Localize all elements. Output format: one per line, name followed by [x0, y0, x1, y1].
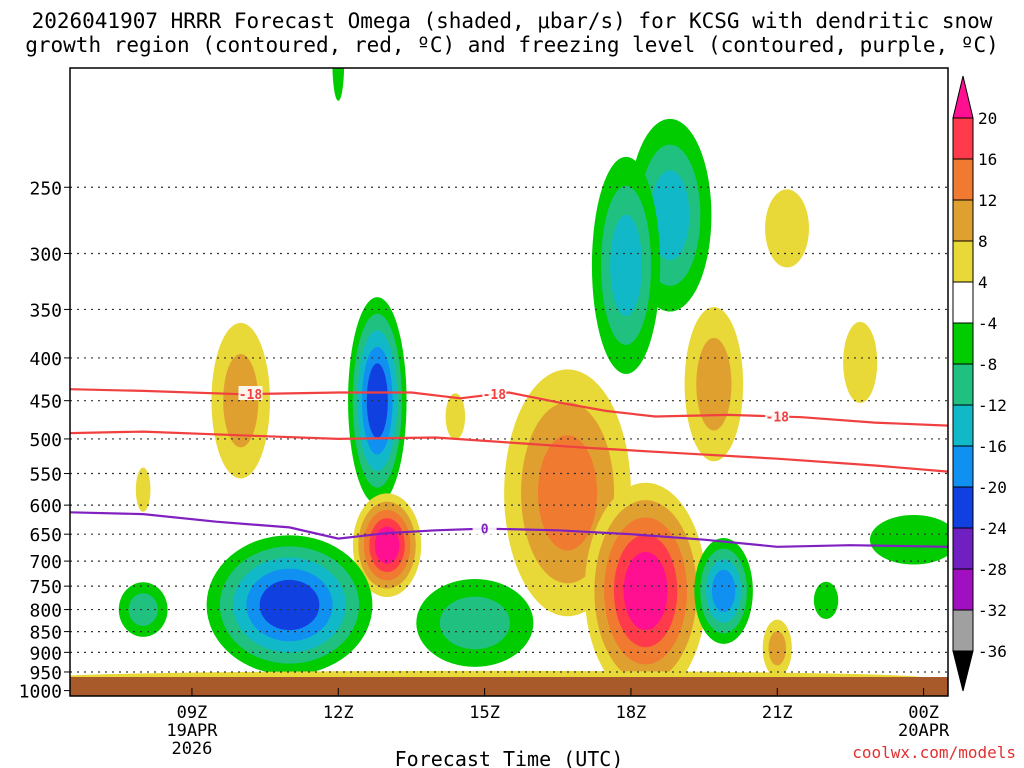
x-tick-label-09Z-2: 2026 — [171, 739, 212, 759]
dgz-minus12-contour — [70, 430, 948, 473]
y-tick-label-300: 300 — [29, 244, 62, 265]
colorbar-label-m28: -28 — [978, 560, 1007, 579]
colorbar-swatch-2 — [952, 199, 974, 242]
credit-text: coolwx.com/models — [852, 743, 1016, 762]
omega-blob-4-level-4 — [843, 321, 878, 403]
y-tick-label-600: 600 — [29, 496, 62, 517]
x-tick-label-09Z-0: 09Z — [177, 703, 208, 723]
colorbar-label-m20: -20 — [978, 478, 1007, 497]
omega-blob-11-level-20 — [374, 526, 400, 564]
omega-blob-17-level-m4 — [869, 514, 948, 565]
dgz-minus18-contour-label-2: -18 — [766, 410, 790, 425]
chart-title-line2: growth region (contoured, red, ºC) and f… — [25, 33, 999, 57]
colorbar-label-8: 8 — [978, 232, 988, 251]
ground-shading — [70, 677, 948, 696]
colorbar-swatch-5 — [952, 322, 974, 365]
omega-blob-6-level-m20 — [366, 363, 388, 438]
colorbar-swatch-9 — [952, 486, 974, 529]
y-tick-label-950: 950 — [29, 663, 62, 684]
colorbar-label-20: 20 — [978, 109, 997, 128]
x-tick-label-00Z-0: 00Z — [908, 703, 939, 723]
y-tick-label-800: 800 — [29, 601, 62, 622]
colorbar-swatch-3 — [952, 240, 974, 283]
x-axis-title: Forecast Time (UTC) — [395, 747, 624, 768]
y-tick-label-350: 350 — [29, 300, 62, 321]
omega-blob-15-level-m16 — [711, 569, 736, 613]
omega-blob-16-level-m4 — [813, 581, 839, 620]
colorbar-label-m36: -36 — [978, 642, 1007, 661]
colorbar-swatch-0 — [952, 117, 974, 160]
omega-blob-3-level-4 — [765, 189, 809, 268]
plot-frame — [69, 67, 949, 697]
y-tick-label-250: 250 — [29, 178, 62, 199]
colorbar-label-12: 12 — [978, 191, 997, 210]
dgz-minus18-contour-label-bg-2 — [765, 408, 790, 423]
y-tick-label-900: 900 — [29, 643, 62, 664]
colorbar-swatch-7 — [952, 404, 974, 447]
chart-title-line1: 2026041907 HRRR Forecast Omega (shaded, … — [32, 9, 993, 33]
x-tick-label-00Z-1: 20APR — [898, 721, 950, 741]
colorbar-swatch-6 — [952, 363, 974, 406]
y-axis: 2503003504004505005506006507007508008509… — [19, 178, 70, 703]
y-tick-label-750: 750 — [29, 577, 62, 598]
omega-blob-0-level-m4 — [332, 68, 345, 101]
colorbar-label-m12: -12 — [978, 396, 1007, 415]
colorbar-swatch-11 — [952, 568, 974, 611]
dgz-minus18-contour-label-0: -18 — [239, 388, 263, 403]
colorbar-swatch-1 — [952, 158, 974, 201]
omega-blob-2-level-m12 — [610, 214, 643, 317]
y-tick-label-650: 650 — [29, 525, 62, 546]
omega-blob-19-level-4 — [135, 467, 151, 512]
colorbar-swatch-8 — [952, 445, 974, 488]
colorbar-label-m24: -24 — [978, 519, 1007, 538]
omega-blob-12-level-m20 — [259, 579, 320, 631]
x-tick-label-12Z-0: 12Z — [323, 703, 354, 723]
dgz-minus18-contour-label-1: -18 — [483, 388, 507, 403]
dgz-minus18-contour-label-bg-1 — [482, 386, 507, 401]
colorbar-label-m16: -16 — [978, 437, 1007, 456]
colorbar-label-m4: -4 — [978, 314, 997, 333]
freezing-level-contour-label-0: 0 — [481, 523, 489, 538]
y-tick-label-450: 450 — [29, 392, 62, 413]
omega-blob-1-level-m12 — [650, 170, 690, 261]
omega-shading-layer — [70, 68, 948, 696]
x-tick-label-18Z-0: 18Z — [616, 703, 647, 723]
omega-blob-13-level-m8 — [128, 593, 158, 626]
x-tick-label-09Z-1: 19APR — [166, 721, 218, 741]
freezing-level-contour — [70, 511, 948, 548]
colorbar-swatch-12 — [952, 609, 974, 652]
colorbar-label-16: 16 — [978, 150, 997, 169]
colorbar-label-m8: -8 — [978, 355, 997, 374]
omega-blob-7-level-4 — [445, 393, 466, 440]
y-tick-label-700: 700 — [29, 552, 62, 573]
colorbar-label-m32: -32 — [978, 601, 1007, 620]
omega-blob-5-level-8 — [223, 353, 259, 448]
x-tick-label-21Z-0: 21Z — [762, 703, 793, 723]
omega-blob-10-level-20 — [623, 552, 668, 630]
freezing-level-contour-label-bg-0 — [472, 520, 497, 535]
contour-layer: -18 -18 -18 0 — [70, 386, 948, 548]
omega-blob-8-level-12 — [537, 435, 598, 551]
colorbar-bottom-triangle — [952, 650, 974, 692]
colorbar: 20 16 12 8 4 -4 -8 -12 -16 -20 -24 -28 -32 -36 — [952, 75, 1007, 692]
colorbar-swatch-10 — [952, 527, 974, 570]
omega-blob-18-level-8 — [768, 631, 787, 666]
omega-blob-14-level-m8 — [439, 596, 510, 650]
x-tick-label-15Z-0: 15Z — [469, 703, 500, 723]
omega-blob-9-level-8 — [696, 337, 732, 431]
y-tick-label-850: 850 — [29, 623, 62, 644]
dgz-minus18-contour-label-bg-0 — [238, 386, 263, 401]
y-tick-label-550: 550 — [29, 465, 62, 486]
colorbar-swatch-4 — [952, 281, 974, 324]
y-tick-label-1000: 1000 — [19, 682, 62, 703]
y-tick-label-400: 400 — [29, 349, 62, 370]
y-tick-label-500: 500 — [29, 430, 62, 451]
colorbar-label-4: 4 — [978, 273, 988, 292]
